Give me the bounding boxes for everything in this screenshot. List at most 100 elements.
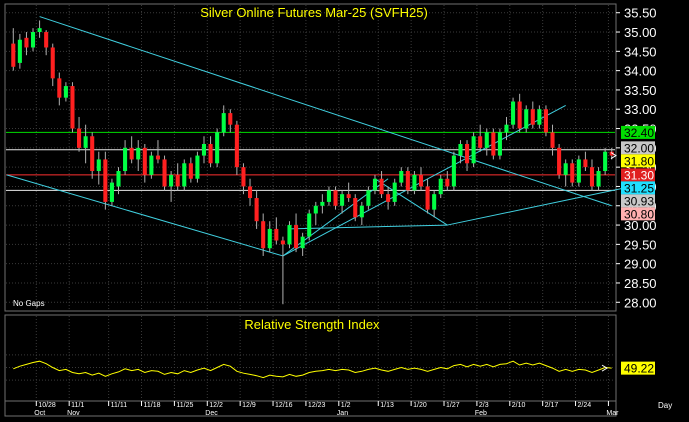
candle-body bbox=[77, 128, 82, 148]
candle-body bbox=[241, 167, 246, 187]
price-tag-box bbox=[621, 125, 655, 139]
candle-body bbox=[491, 132, 496, 156]
x-tick-label: 11/25 bbox=[176, 402, 193, 409]
rsi-value-tag-group: 49.22 bbox=[621, 361, 655, 376]
candle-body bbox=[320, 201, 325, 206]
x-tick-label: 2/10 bbox=[512, 402, 526, 409]
candle-body bbox=[261, 221, 266, 249]
y-tick-label: 34.00 bbox=[624, 64, 657, 79]
price-tag-label: 31.25 bbox=[624, 181, 654, 195]
candle-body bbox=[57, 78, 62, 98]
candle-body bbox=[162, 159, 167, 187]
candle-body bbox=[195, 155, 200, 179]
trendline bbox=[282, 104, 566, 257]
y-tick-label: 35.50 bbox=[624, 6, 657, 21]
candle-body bbox=[609, 151, 614, 156]
candle-body bbox=[326, 190, 331, 202]
horizontal-levels bbox=[6, 131, 615, 191]
price-tag-box bbox=[621, 154, 655, 168]
candle-body bbox=[300, 236, 305, 249]
candle-body bbox=[50, 47, 55, 79]
candle-body bbox=[517, 101, 522, 129]
candle-body bbox=[109, 182, 114, 202]
x-tick-label: 2/24 bbox=[578, 402, 592, 409]
time-unit-label: Day bbox=[658, 401, 672, 410]
y-tick-label: 29.00 bbox=[624, 257, 657, 272]
x-month-label: Jan bbox=[337, 410, 348, 417]
trendline bbox=[289, 224, 448, 230]
candle-body bbox=[307, 213, 312, 237]
candle-body bbox=[267, 228, 272, 249]
rsi-value-label: 49.22 bbox=[624, 362, 654, 376]
x-tick-label: 11/1 bbox=[71, 402, 84, 409]
candle-body bbox=[504, 124, 509, 133]
price-tag-label: 31.30 bbox=[624, 168, 654, 182]
candle-body bbox=[471, 136, 476, 164]
candle-body bbox=[445, 178, 450, 187]
candle-body bbox=[511, 101, 516, 125]
candle-body bbox=[136, 147, 141, 160]
trendline bbox=[282, 178, 389, 257]
candle-body bbox=[399, 171, 404, 183]
x-tick-label: 11/11 bbox=[111, 402, 128, 409]
candle-body bbox=[294, 225, 299, 249]
candle-body bbox=[353, 198, 358, 218]
candle-body bbox=[458, 143, 463, 156]
rsi-grid bbox=[6, 316, 615, 400]
candle-body bbox=[24, 37, 29, 48]
x-tick-label: 1/2 bbox=[341, 402, 351, 409]
rsi-chart-title: Relative Strength Index bbox=[244, 317, 380, 332]
candle-body bbox=[432, 194, 437, 210]
candle-body bbox=[201, 143, 207, 156]
x-month-label: Feb bbox=[475, 410, 487, 417]
candle-body bbox=[530, 109, 535, 125]
y-tick-label: 33.50 bbox=[624, 83, 657, 98]
y-tick-label: 34.50 bbox=[624, 44, 657, 59]
x-tick-label: 11/18 bbox=[144, 402, 161, 409]
candle-body bbox=[129, 147, 134, 160]
x-tick-label: 1/27 bbox=[446, 402, 460, 409]
price-tag-box bbox=[621, 141, 655, 155]
candle-body bbox=[44, 32, 49, 48]
candle-body bbox=[169, 174, 174, 187]
candle-body bbox=[254, 198, 259, 222]
candle-body bbox=[274, 228, 279, 241]
candle-body bbox=[366, 190, 371, 206]
y-tick-label: 35.00 bbox=[624, 25, 657, 40]
price-panel-frame bbox=[4, 3, 617, 312]
candle-body bbox=[418, 174, 424, 187]
price-tag-label: 30.93 bbox=[624, 194, 654, 208]
rsi-value-tag bbox=[621, 361, 655, 375]
trendlines bbox=[6, 16, 632, 257]
candle-body bbox=[392, 182, 397, 202]
price-tag-label: 30.80 bbox=[624, 207, 654, 221]
price-tag-label: 32.40 bbox=[624, 126, 654, 140]
candle-body bbox=[346, 194, 351, 199]
trendline bbox=[6, 174, 284, 257]
rsi-line bbox=[13, 360, 612, 379]
rsi-series bbox=[13, 360, 612, 379]
candle-body bbox=[96, 159, 101, 172]
candle-body bbox=[576, 159, 581, 183]
x-tick-label: 2/17 bbox=[545, 402, 559, 409]
price-tag-box bbox=[621, 168, 655, 182]
price-tag-box bbox=[621, 194, 655, 208]
candle-body bbox=[142, 147, 147, 175]
candle-body bbox=[405, 171, 410, 191]
last-price-arrow bbox=[610, 152, 617, 159]
candle-body bbox=[550, 132, 555, 148]
trendline bbox=[39, 16, 612, 207]
y-tick-label: 28.00 bbox=[624, 295, 657, 310]
candle-body bbox=[359, 205, 364, 218]
candle-body bbox=[451, 155, 456, 187]
candle-body bbox=[589, 167, 595, 187]
candle-body bbox=[17, 39, 22, 63]
candle-body bbox=[570, 163, 575, 183]
candle-body bbox=[464, 143, 470, 164]
x-tick-label: 2/3 bbox=[479, 402, 489, 409]
x-tick-label: 12/16 bbox=[275, 402, 293, 409]
candle-body bbox=[83, 136, 88, 148]
